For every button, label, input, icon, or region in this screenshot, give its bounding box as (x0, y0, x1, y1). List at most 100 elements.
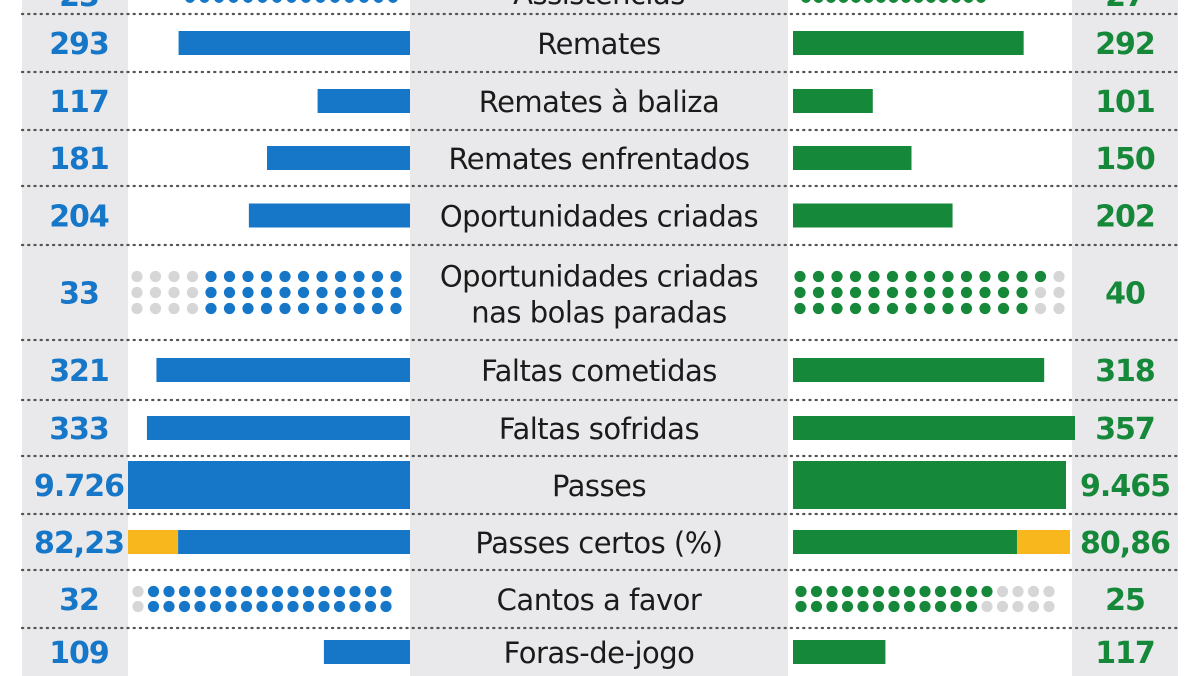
right-dot-filled (960, 302, 973, 315)
right-dot-filled (997, 286, 1010, 299)
left-dot-filled (163, 600, 175, 613)
stat-label: Faltas cometidas (481, 354, 717, 388)
stat-label: Cantos a favor (497, 583, 702, 617)
right-bar (793, 640, 886, 664)
right-bar (793, 416, 1075, 440)
left-dot-empty (149, 302, 162, 315)
left-dot-filled (242, 302, 254, 315)
left-dot-empty (186, 302, 199, 315)
right-dot-filled (794, 270, 806, 283)
left-dot-filled (353, 286, 365, 299)
left-value: 293 (49, 27, 109, 62)
right-dot-filled (903, 600, 916, 613)
right-dot-filled (919, 600, 931, 613)
panel-backgrounds (22, 0, 1178, 676)
partial-row-right-dot (926, 0, 936, 3)
left-dot-filled (178, 585, 191, 598)
left-dot-empty (186, 286, 199, 299)
right-dot-filled (979, 270, 991, 283)
left-dot-filled (390, 302, 402, 315)
left-dot-filled (260, 286, 273, 299)
right-dot-filled (888, 585, 900, 598)
partial-row-left-dot (243, 0, 253, 3)
right-dot-filled (903, 585, 916, 598)
left-dot-filled (223, 270, 236, 283)
partial-row-left-dot (315, 0, 326, 3)
left-dot-filled (163, 585, 175, 598)
left-bar (178, 530, 410, 554)
right-dot-filled (923, 270, 936, 283)
right-dot-filled (868, 270, 880, 283)
stat-label: Oportunidades criadas (440, 260, 758, 294)
partial-row-right-dot (913, 0, 924, 3)
left-dot-filled (364, 600, 377, 613)
left-dot-empty (131, 286, 143, 299)
left-dot-filled (353, 302, 365, 315)
partial-row-left-dot (330, 0, 340, 3)
right-dot-filled (1034, 270, 1047, 283)
partial-row-left-dot (359, 0, 369, 3)
left-value: 33 (59, 277, 99, 312)
stat-label: Remates (537, 27, 661, 61)
partial-row-right-dot (951, 0, 961, 3)
right-bar (793, 89, 873, 113)
right-dot-filled (841, 600, 854, 613)
stat-rows: 23 Assistências 27 293 292 Remates 117 101 Remat… (20, 0, 1180, 671)
right-dot-empty (996, 600, 1009, 613)
partial-row-left-dot (199, 0, 210, 3)
left-value: 333 (49, 412, 109, 447)
right-dot-filled (812, 302, 825, 315)
right-bar (793, 358, 1045, 382)
right-dot-filled (960, 286, 973, 299)
partial-row-label: Assistências (513, 0, 685, 11)
left-dot-filled (223, 286, 236, 299)
partial-row-right-value: 27 (1105, 0, 1145, 14)
right-dot-filled (812, 270, 825, 283)
left-dot-filled (333, 585, 346, 598)
right-dot-filled (934, 585, 947, 598)
right-bar (793, 530, 1017, 554)
left-dot-filled (380, 585, 392, 598)
left-dot-filled (147, 585, 160, 598)
right-dot-empty (1053, 286, 1065, 299)
right-dot-filled (919, 585, 931, 598)
right-dot-empty (1034, 286, 1047, 299)
right-value: 357 (1095, 412, 1155, 447)
partial-row-left-dot (388, 0, 398, 3)
right-value: 292 (1095, 27, 1155, 62)
right-dot-empty (1043, 600, 1055, 613)
stat-label: Passes (552, 469, 646, 503)
left-dot-empty (149, 286, 162, 299)
left-dot-filled (349, 600, 361, 613)
right-dot-filled (826, 585, 838, 598)
partial-row-right-dot (976, 0, 986, 3)
left-dot-filled (271, 600, 284, 613)
left-dot-filled (279, 270, 291, 283)
partial-row-left-dot (373, 0, 384, 3)
left-dot-filled (279, 286, 291, 299)
left-dot-filled (316, 286, 328, 299)
labels-panel (410, 0, 788, 676)
right-dot-filled (831, 270, 843, 283)
right-dot-filled (826, 600, 838, 613)
right-dot-filled (795, 600, 807, 613)
right-dot-filled (831, 302, 843, 315)
left-dot-filled (334, 302, 347, 315)
left-dot-filled (260, 302, 273, 315)
right-value: 117 (1095, 636, 1155, 671)
right-bar-remainder (1016, 530, 1070, 554)
partial-row-left-dot (228, 0, 239, 3)
stat-label: Faltas sofridas (499, 412, 699, 446)
stat-label: Remates enfrentados (448, 142, 749, 176)
right-dot-empty (1053, 270, 1065, 283)
right-dot-filled (905, 302, 917, 315)
right-value: 9.465 (1080, 469, 1170, 504)
right-dot-filled (868, 302, 880, 315)
left-value: 109 (49, 636, 109, 671)
left-dot-filled (287, 585, 299, 598)
right-dot-filled (868, 286, 880, 299)
right-value: 318 (1095, 354, 1155, 389)
right-dot-filled (794, 286, 806, 299)
left-dot-filled (287, 600, 299, 613)
right-dot-filled (934, 600, 947, 613)
